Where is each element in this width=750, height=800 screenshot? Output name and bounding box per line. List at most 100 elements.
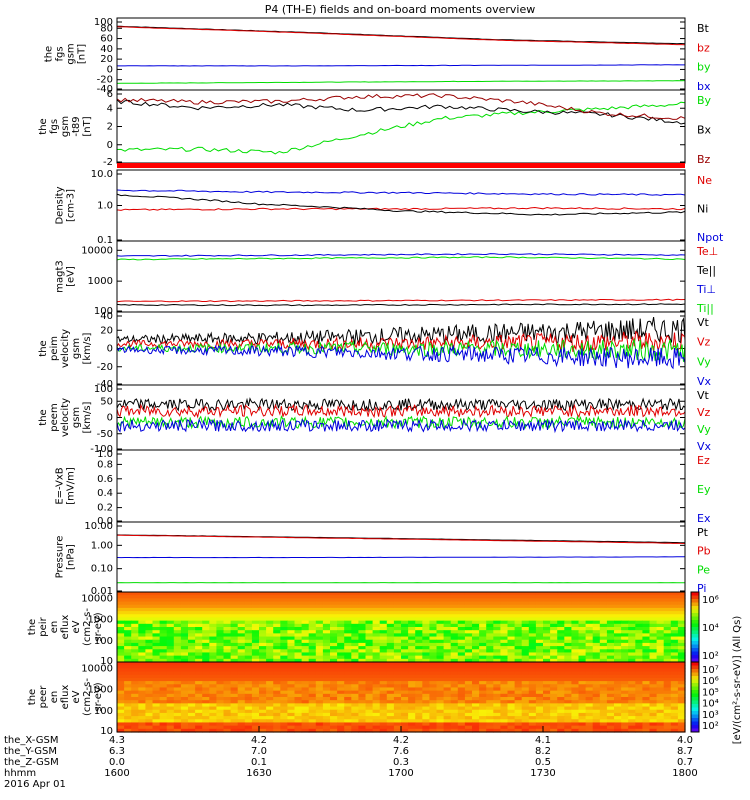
heatmap-cell [287,706,296,711]
heatmap-cell [401,693,409,698]
series-line-Vz [116,403,686,419]
heatmap-cell [173,639,182,644]
heatmap-cell [450,684,459,689]
heatmap-cell [493,687,501,692]
heatmap-cell [528,620,537,625]
heatmap-cell [670,655,679,660]
heatmap-cell [287,687,296,692]
heatmap-cell [401,630,409,634]
heatmap-cell [663,684,672,689]
heatmap-cell [195,674,203,679]
heatmap-cell [422,706,430,711]
heatmap-cell [450,681,459,685]
heatmap-cell [351,633,359,638]
heatmap-cell [422,655,430,660]
heatmap-cell [351,614,359,619]
heatmap-cell [379,630,388,634]
heatmap-cell [599,620,608,625]
heatmap-cell [365,611,374,615]
heatmap-cell [677,725,686,730]
heatmap-cell [358,687,367,692]
heatmap-cell [592,617,601,622]
heatmap-cell [365,627,374,631]
heatmap-cell [131,601,139,606]
heatmap-cell [365,706,374,711]
heatmap-cell [592,595,601,599]
heatmap-cell [677,728,686,733]
heatmap-cell [578,652,587,657]
heatmap-cell [486,677,494,682]
heatmap-cell [571,633,580,638]
heatmap-cell [557,693,565,698]
heatmap-cell [152,655,161,660]
heatmap-cell [287,697,296,701]
heatmap-cell [372,646,381,650]
heatmap-cell [422,611,430,615]
colorbar-cell [691,620,699,624]
heatmap-cell [670,700,679,704]
heatmap-cell [237,592,246,596]
colorbar-tick-label: 10² [702,721,719,732]
heatmap-cell [606,684,615,689]
heatmap-cell [401,728,409,733]
heatmap-cell [393,649,402,654]
heatmap-cell [493,607,501,612]
heatmap-cell [415,674,423,679]
heatmap-cell [273,604,281,609]
heatmap-cell [188,668,196,673]
heatmap-cell [393,592,402,596]
heatmap-cell [393,633,402,638]
heatmap-cell [429,693,438,698]
heatmap-cell [351,706,359,711]
heatmap-cell [166,636,175,641]
heatmap-cell [294,636,303,641]
heatmap-cell [415,716,423,720]
heatmap-cell [429,633,438,638]
heatmap-cell [294,665,303,669]
heatmap-cell [280,674,288,679]
heatmap-cell [628,703,636,708]
heatmap-cell [422,617,430,622]
heatmap-cell [628,693,636,698]
heatmap-cell [315,665,324,669]
heatmap-cell [230,646,239,650]
heatmap-cell [124,607,132,612]
heatmap-cell [180,709,189,714]
heatmap-cell [223,706,232,711]
heatmap-cell [379,636,388,641]
heatmap-cell [614,636,622,641]
heatmap-cell [464,642,473,647]
heatmap-cell [152,665,161,669]
heatmap-cell [209,646,217,650]
heatmap-cell [585,623,594,628]
heatmap-cell [294,668,303,673]
heatmap-cell [621,604,629,609]
heatmap-cell [450,646,459,650]
heatmap-cell [358,719,367,724]
heatmap-cell [237,611,246,615]
heatmap-cell [322,639,331,644]
heatmap-cell [585,677,594,682]
heatmap-cell [209,592,217,596]
heatmap-cell [344,716,352,720]
heatmap-cell [180,639,189,644]
heatmap-cell [259,646,267,650]
heatmap-cell [656,684,665,689]
heatmap-cell [649,655,658,660]
heatmap-cell [337,693,345,698]
heatmap-cell [656,614,665,619]
heatmap-cell [436,728,445,733]
heatmap-cell [124,595,132,599]
heatmap-cell [564,706,572,711]
heatmap-cell [209,681,217,685]
heatmap-cell [564,652,572,657]
heatmap-cell [564,617,572,622]
heatmap-cell [486,646,494,650]
heatmap-cell [351,598,359,603]
heatmap-cell [415,595,423,599]
heatmap-cell [188,687,196,692]
heatmap-cell [372,662,381,666]
heatmap-cell [358,725,367,730]
heatmap-cell [422,607,430,612]
heatmap-cell [315,611,324,615]
